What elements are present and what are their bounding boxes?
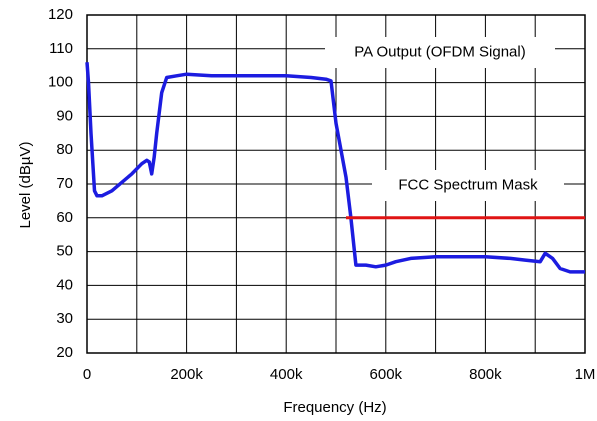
- x-tick-label: 200k: [170, 366, 203, 383]
- y-tick-label: 70: [56, 175, 73, 192]
- plot-frame: [86, 14, 586, 354]
- y-tick-label: 120: [48, 6, 73, 23]
- legend-label: PA Output (OFDM Signal): [354, 43, 525, 60]
- y-tick-label: 20: [56, 344, 73, 361]
- y-tick-label: 110: [49, 40, 73, 57]
- x-tick-label: 600k: [370, 366, 403, 383]
- x-tick-label: 400k: [270, 366, 303, 383]
- y-tick-label: 60: [56, 209, 73, 226]
- y-tick-label: 90: [56, 107, 73, 124]
- x-tick-label: 1M: [575, 366, 596, 383]
- y-tick-label: 50: [56, 243, 73, 260]
- x-tick-label: 800k: [469, 366, 502, 383]
- y-tick-label: 80: [56, 141, 73, 158]
- y-tick-label: 30: [56, 310, 73, 327]
- legend-box: [372, 170, 564, 201]
- x-axis-label: Frequency (Hz): [283, 399, 386, 416]
- y-tick-label: 40: [56, 276, 73, 293]
- y-axis-label: Level (dBµV): [17, 141, 34, 228]
- data-line: [85, 62, 585, 274]
- x-tick-label: 0: [83, 366, 91, 383]
- legend-label: FCC Spectrum Mask: [398, 176, 538, 193]
- legend-box: [325, 37, 555, 68]
- y-tick-label: 100: [48, 74, 73, 91]
